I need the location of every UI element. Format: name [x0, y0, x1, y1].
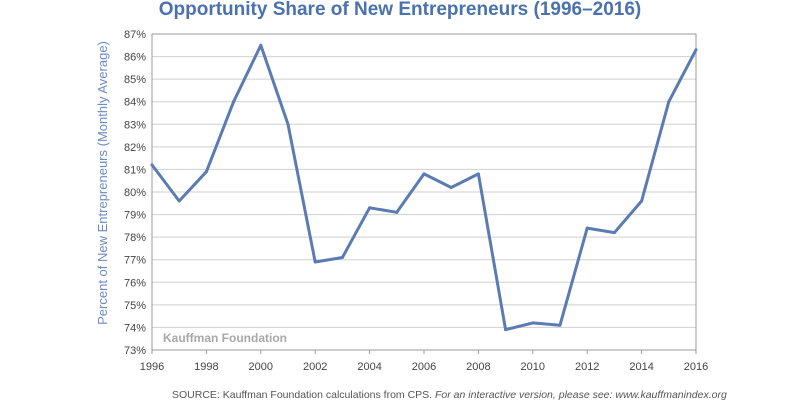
y-tick-label: 73%	[124, 345, 146, 357]
y-tick-label: 74%	[124, 322, 146, 334]
y-axis-label: Percent of New Entrepreneurs (Monthly Av…	[95, 41, 110, 325]
y-tick-label: 80%	[124, 187, 146, 199]
data-point	[640, 199, 644, 203]
data-point	[232, 100, 236, 104]
y-tick-label: 78%	[124, 232, 146, 244]
data-point	[667, 100, 671, 104]
data-point	[204, 170, 208, 174]
data-point	[259, 43, 263, 47]
y-tick-label: 77%	[124, 255, 146, 267]
y-tick-label: 79%	[124, 210, 146, 222]
data-point	[558, 323, 562, 327]
source-text: SOURCE: Kauffman Foundation calculations…	[172, 389, 433, 401]
y-tick-label: 83%	[124, 119, 146, 131]
source-link-text: For an interactive version, please see: …	[435, 389, 727, 401]
x-tick-label: 2014	[629, 361, 653, 373]
data-point	[531, 321, 535, 325]
x-tick-label: 1998	[194, 361, 218, 373]
data-point	[422, 172, 426, 176]
data-point	[177, 199, 181, 203]
data-point	[612, 231, 616, 235]
data-point	[395, 210, 399, 214]
y-tick-label: 84%	[124, 97, 146, 109]
y-tick-label: 82%	[124, 142, 146, 154]
x-tick-label: 2010	[521, 361, 545, 373]
source-note: SOURCE: Kauffman Foundation calculations…	[172, 389, 727, 401]
data-point	[585, 226, 589, 230]
x-tick-label: 2012	[575, 361, 599, 373]
x-tick-label: 2002	[303, 361, 327, 373]
x-tick-label: 2008	[466, 361, 490, 373]
y-tick-label: 87%	[124, 29, 146, 41]
data-point	[694, 48, 698, 52]
x-tick-label: 2004	[357, 361, 381, 373]
watermark-text: Kauffman Foundation	[163, 331, 287, 345]
x-tick-label: 1996	[140, 361, 164, 373]
data-point	[449, 185, 453, 189]
data-point	[150, 163, 154, 167]
y-tick-label: 76%	[124, 277, 146, 289]
y-tick-label: 75%	[124, 300, 146, 312]
x-tick-label: 2000	[249, 361, 273, 373]
data-point	[313, 260, 317, 264]
data-point	[340, 255, 344, 259]
data-point	[368, 206, 372, 210]
x-tick-label: 2006	[412, 361, 436, 373]
chart-title: Opportunity Share of New Entrepreneurs (…	[158, 0, 642, 20]
y-tick-label: 81%	[124, 164, 146, 176]
y-tick-label: 85%	[124, 74, 146, 86]
y-tick-label: 86%	[124, 52, 146, 64]
data-point	[286, 122, 290, 126]
data-point	[504, 328, 508, 332]
data-point	[476, 172, 480, 176]
x-tick-label: 2016	[684, 361, 708, 373]
